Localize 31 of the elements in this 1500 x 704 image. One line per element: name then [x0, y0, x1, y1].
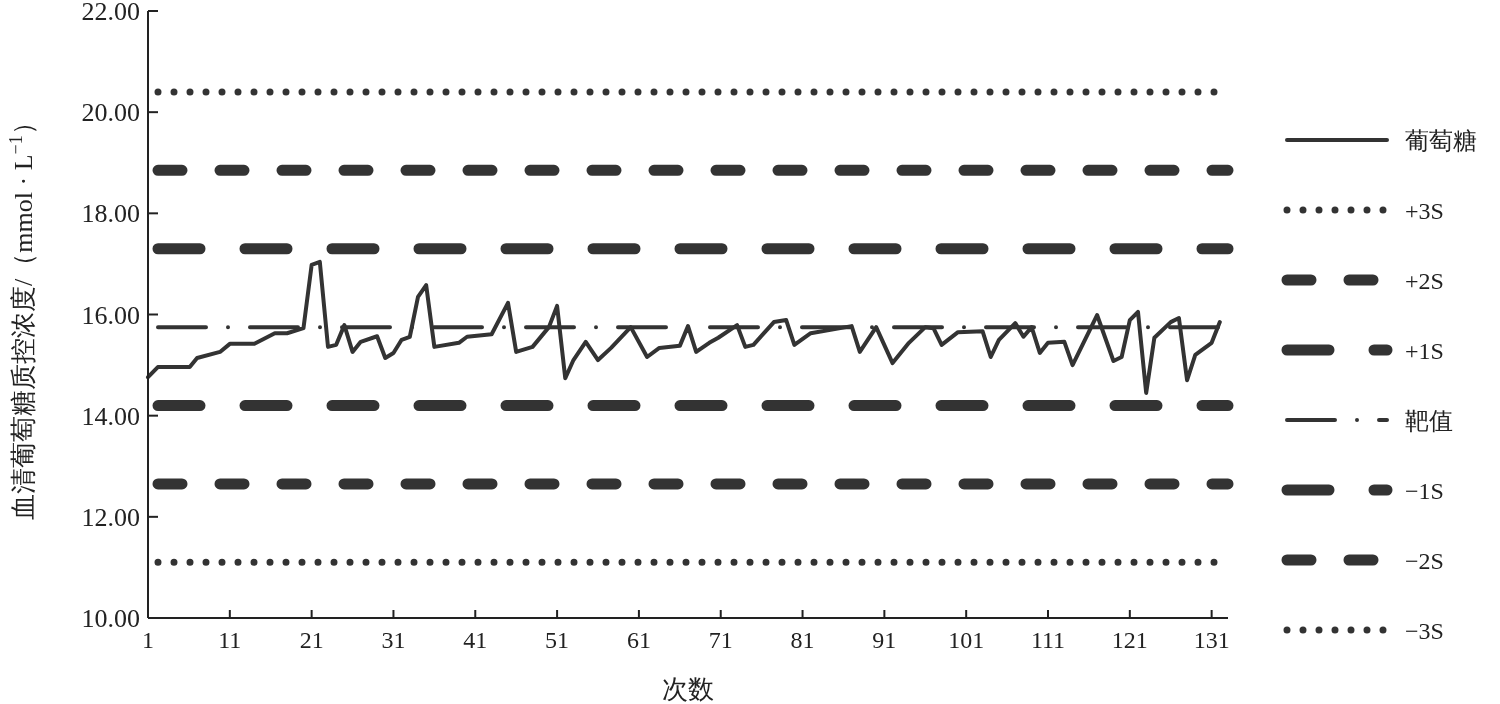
x-tick-label: 71	[708, 627, 733, 653]
line-series	[146, 259, 1222, 395]
x-tick-label: 31	[381, 627, 406, 653]
legend-label: −3S	[1405, 618, 1444, 644]
x-tick-label: 131	[1193, 627, 1230, 653]
x-tick-label: 81	[790, 627, 815, 653]
y-tick-label: 10.00	[81, 604, 140, 633]
x-tick-label: 21	[299, 627, 324, 653]
y-tick-label: 14.00	[81, 401, 140, 431]
x-tick-label: 61	[626, 627, 651, 653]
y-tick-label: 12.00	[81, 502, 140, 532]
x-tick-label: 101	[948, 627, 985, 653]
x-tick-label: 1	[142, 627, 154, 653]
legend-label: 靶值	[1405, 408, 1453, 434]
x-tick-label: 41	[463, 627, 488, 653]
y-tick-label: 22.00	[81, 0, 140, 26]
legend-label: −1S	[1405, 478, 1444, 504]
y-tick-label: 20.00	[81, 98, 140, 128]
y-tick-label: 18.00	[81, 199, 140, 229]
x-tick-label: 51	[545, 627, 570, 653]
x-tick-label: 121	[1111, 627, 1148, 653]
x-tick-label: 11	[218, 627, 242, 653]
y-tick-label: 16.00	[81, 300, 140, 330]
legend-label: −2S	[1405, 548, 1444, 574]
legend-label: +2S	[1405, 268, 1444, 294]
x-tick-label: 91	[872, 627, 897, 653]
legend-label: +1S	[1405, 338, 1444, 364]
legend-label: +3S	[1405, 198, 1444, 224]
x-tick-label: 111	[1030, 627, 1066, 653]
legend-label: 葡萄糖	[1405, 128, 1477, 154]
x-axis-title: 次数	[662, 675, 714, 704]
